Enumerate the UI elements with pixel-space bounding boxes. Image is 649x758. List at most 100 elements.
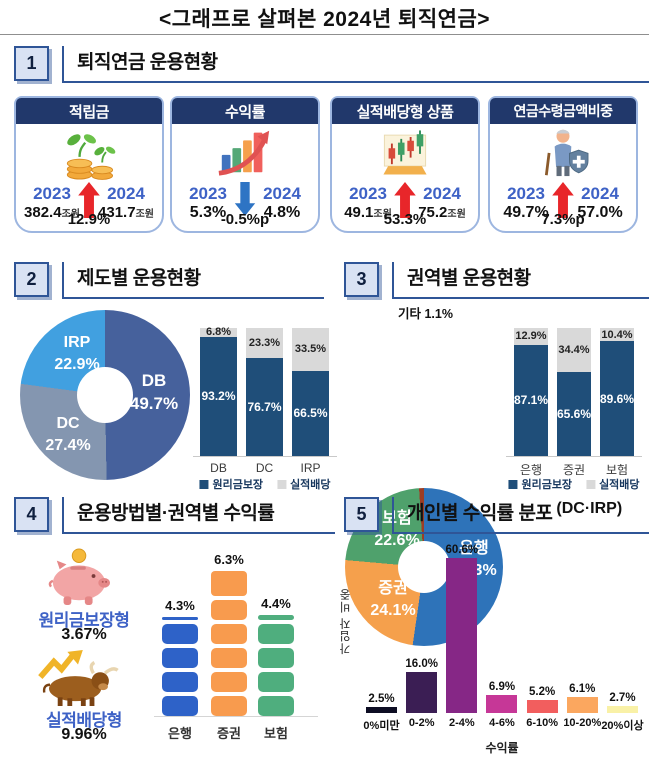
- bar-insurance-value: 4.4%: [261, 595, 291, 611]
- section-2-header: 2 제도별 운용현황: [14, 262, 324, 299]
- donut-hole: [77, 367, 133, 423]
- bar-insurance-dividend: 10.4%: [600, 328, 634, 342]
- legend-swatch-guaranteed: [199, 479, 209, 489]
- section-1-header: 1 퇴직연금 운용현황: [14, 46, 649, 83]
- y-axis-label: 가입자 비중: [340, 588, 352, 655]
- card-reserves: 적립금 2023 2024 382.4조원: [14, 96, 164, 233]
- bar-insurance: [258, 614, 294, 716]
- card-pension-value-2024: 57.0%: [577, 204, 623, 221]
- bar-under0: [366, 706, 397, 713]
- bar-category: 6-10%: [526, 717, 559, 729]
- bar-group-10-20: 6.1% 10-20%: [563, 543, 602, 733]
- bar-group-insurance: 4.4%: [258, 596, 294, 716]
- bar-dc: 23.3% 76.7%: [246, 328, 283, 456]
- legend-swatch-guaranteed: [508, 479, 518, 489]
- bar-securities-guaranteed: 65.6%: [557, 372, 591, 456]
- up-arrow-icon: [394, 182, 417, 223]
- bull-icon: [34, 650, 122, 711]
- bar-bank-dividend: 12.9%: [514, 328, 548, 345]
- elderly-shield-icon: [535, 127, 591, 182]
- bar-category: 0-2%: [408, 717, 435, 729]
- legend-guaranteed: 원리금보장: [199, 476, 263, 492]
- card-return-rate-title: 수익률: [172, 98, 318, 124]
- bar-value: 60.6%: [445, 543, 479, 556]
- section-3-number-badge: 3: [344, 262, 379, 297]
- bar-value: 6.9%: [488, 681, 516, 694]
- category-bank: 은행: [168, 726, 192, 741]
- card-pension-ratio: 연금수령금액비중 2023 2024 49.7% 57.0%: [488, 96, 638, 233]
- bar-securities: [211, 571, 247, 716]
- bar-db: 6.8% 93.2%: [200, 326, 237, 456]
- bar-0-2: [406, 672, 438, 713]
- legend-swatch-dividend: [277, 479, 287, 489]
- card-return-value-2024: 4.8%: [263, 204, 301, 221]
- method-value-dividend: 9.96%: [61, 726, 107, 743]
- bar-db-guaranteed: 93.2%: [200, 336, 237, 456]
- etc-callout: 기타 1.1%: [398, 307, 453, 321]
- card-reserves-value-2024: 431.7조원: [98, 204, 154, 221]
- category-insurance: 보험: [605, 463, 629, 477]
- bar-group-under0: 2.5% 0%미만: [362, 543, 401, 733]
- legend-swatch-dividend: [586, 479, 596, 489]
- section-1-number-badge: 1: [14, 46, 49, 81]
- bar-db-dividend: 6.8%: [200, 326, 237, 338]
- x-axis: [154, 716, 318, 717]
- bar-dc-dividend: 23.3%: [246, 328, 283, 358]
- card-pension-year-2023: 2023: [507, 184, 545, 203]
- bar-group-0-2: 16.0% 0-2%: [402, 543, 441, 733]
- bar-value: 5.2%: [529, 685, 556, 698]
- section-4-number-badge: 4: [14, 497, 49, 532]
- category-insurance: 보험: [264, 726, 288, 741]
- bar-category: 4-6%: [489, 717, 515, 729]
- bar-irp-dividend: 33.5%: [292, 328, 329, 371]
- up-arrow-icon: [552, 182, 575, 223]
- method-value-guaranteed: 3.67%: [61, 626, 107, 643]
- method-label-dividend: 실적배당형: [46, 711, 122, 730]
- candlestick-icon: [375, 127, 435, 182]
- bar-group-over20: 2.7% 20%이상: [601, 543, 643, 733]
- category-irp: IRP: [300, 461, 321, 475]
- bar-group-2-4: 60.6% 2-4%: [442, 543, 481, 733]
- up-arrow-icon: [78, 182, 101, 223]
- bar-value: 2.7%: [609, 692, 636, 705]
- legend: 원리금보장 실적배당: [199, 476, 331, 492]
- x-axis: [506, 456, 642, 457]
- card-return-year-2023: 2023: [189, 184, 227, 203]
- card-return-rate: 수익률 2023 2024 5.3% 4.8% -0.5%p: [170, 96, 320, 233]
- section-5-header: 5 개인별 수익률 분포 (DC·IRP): [344, 497, 649, 534]
- bar-over20: [606, 706, 638, 713]
- category-db: DB: [210, 461, 227, 475]
- card-pension-delta: 7.3%p: [541, 211, 585, 228]
- donut-label-db: DB 49.7%: [129, 371, 179, 413]
- donut-label-irp: IRP 22.9%: [54, 334, 100, 373]
- legend-dividend: 실적배당: [586, 476, 640, 492]
- bar-bank-value: 4.3%: [165, 598, 195, 614]
- section-4-title: 운용방법별·권역별 수익률: [77, 503, 275, 524]
- bar-category: 2-4%: [448, 717, 475, 729]
- card-pension-year-2024: 2024: [581, 184, 619, 203]
- card-return-delta: -0.5%p: [220, 211, 270, 228]
- card-return-year-2024: 2024: [263, 184, 301, 203]
- bar-chart-by-method-sector: 4.3% 6.3% 4.4% 은행 증권 보험: [152, 545, 320, 741]
- card-reserves-title: 적립금: [16, 98, 162, 124]
- card-reserves-value-2023: 382.4조원: [24, 204, 80, 221]
- method-label-guaranteed: 원리금보장형: [38, 611, 130, 630]
- card-reserves-delta: 12.9%: [67, 211, 111, 228]
- bar-bank: 12.9% 87.1%: [514, 328, 548, 456]
- bar-securities-dividend: 34.4%: [557, 328, 591, 373]
- section-4-header: 4 운용방법별·권역별 수익률: [14, 497, 335, 534]
- distribution-bar-chart: 2.5% 0%미만 16.0% 0-2% 60.6% 2-4% 6.9% 4-6…: [362, 543, 643, 757]
- bar-dc-guaranteed: 76.7%: [246, 357, 283, 456]
- section-3-header: 3 권역별 운용현황: [344, 262, 649, 299]
- growth-chart-icon: [216, 127, 274, 182]
- card-dividend-products: 실적배당형 상품 2023 2024 49.1조원 75.: [330, 96, 480, 233]
- section-5-number-badge: 5: [344, 497, 379, 532]
- down-arrow-icon: [234, 182, 256, 221]
- card-reserves-year-2023: 2023: [33, 184, 71, 203]
- bar-category: 0%미만: [363, 720, 400, 732]
- bar-irp: 33.5% 66.5%: [292, 328, 329, 456]
- bar-value: 16.0%: [405, 658, 438, 671]
- legend-guaranteed: 원리금보장: [508, 476, 572, 492]
- bar-4-6: [486, 695, 518, 713]
